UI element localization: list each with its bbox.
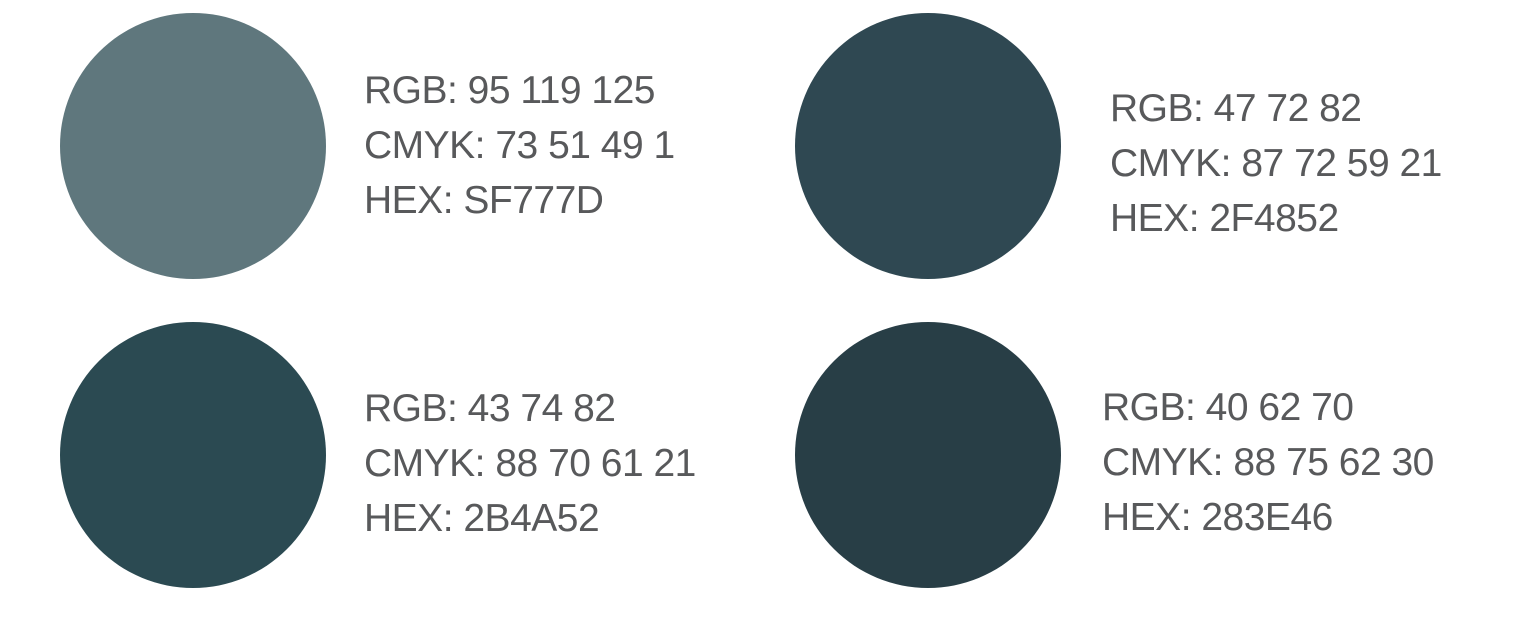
- rgb-value: RGB: 40 62 70: [1102, 386, 1354, 429]
- color-swatch-1: [60, 13, 326, 279]
- hex-value: HEX: 2F4852: [1110, 197, 1339, 240]
- cmyk-value: CMYK: 87 72 59 21: [1110, 142, 1442, 185]
- color-info-2: RGB: 47 72 82 CMYK: 87 72 59 21 HEX: 2F4…: [1110, 81, 1442, 246]
- cmyk-value: CMYK: 88 75 62 30: [1102, 441, 1434, 484]
- hex-value: HEX: 2B4A52: [364, 497, 600, 540]
- cmyk-value: CMYK: 73 51 49 1: [364, 124, 675, 167]
- hex-value: HEX: 283E46: [1102, 496, 1333, 539]
- cmyk-value: CMYK: 88 70 61 21: [364, 442, 696, 485]
- color-info-3: RGB: 43 74 82 CMYK: 88 70 61 21 HEX: 2B4…: [364, 381, 696, 546]
- rgb-value: RGB: 95 119 125: [364, 69, 655, 112]
- color-info-4: RGB: 40 62 70 CMYK: 88 75 62 30 HEX: 283…: [1102, 380, 1434, 545]
- rgb-value: RGB: 43 74 82: [364, 387, 616, 430]
- color-swatch-2: [795, 13, 1061, 279]
- color-swatch-4: [795, 322, 1061, 588]
- color-swatch-3: [60, 322, 326, 588]
- hex-value: HEX: SF777D: [364, 179, 604, 222]
- rgb-value: RGB: 47 72 82: [1110, 87, 1362, 130]
- color-info-1: RGB: 95 119 125 CMYK: 73 51 49 1 HEX: SF…: [364, 63, 675, 228]
